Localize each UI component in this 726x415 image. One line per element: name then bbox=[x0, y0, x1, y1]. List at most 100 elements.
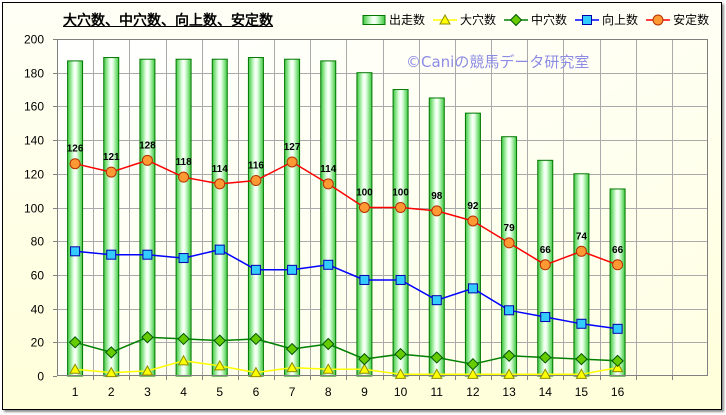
marker-improve-1 bbox=[70, 246, 81, 257]
data-label-stable-13: 79 bbox=[504, 223, 516, 234]
chart-title: 大穴数、中穴数、向上数、安定数 bbox=[63, 13, 273, 29]
marker-stable-2 bbox=[105, 166, 117, 178]
bar-starts-2 bbox=[103, 57, 120, 377]
marker-improve-13 bbox=[504, 305, 515, 316]
marker-midshot-5 bbox=[213, 334, 226, 347]
marker-longshot-9 bbox=[358, 363, 371, 374]
marker-midshot-10 bbox=[394, 347, 407, 361]
data-label-stable-1: 126 bbox=[67, 144, 84, 155]
marker-midshot-2 bbox=[105, 346, 118, 359]
data-label-stable-9: 100 bbox=[356, 188, 373, 199]
marker-stable-8 bbox=[322, 178, 334, 190]
legend-item-longshot: 大穴数 bbox=[433, 11, 496, 28]
marker-stable-6 bbox=[250, 175, 262, 187]
marker-longshot-10 bbox=[394, 368, 407, 379]
marker-improve-11 bbox=[431, 295, 442, 306]
y-tick-label: 80 bbox=[31, 235, 45, 249]
marker-midshot-6 bbox=[249, 332, 263, 346]
legend-item-improve: 向上数 bbox=[575, 11, 638, 28]
x-tick-label: 15 bbox=[575, 385, 589, 399]
marker-improve-3 bbox=[142, 249, 153, 260]
marker-improve-12 bbox=[467, 283, 478, 294]
marker-midshot-7 bbox=[285, 342, 299, 356]
marker-improve-10 bbox=[395, 274, 406, 285]
legend-label-improve: 向上数 bbox=[602, 13, 639, 27]
marker-improve-16 bbox=[612, 323, 623, 334]
marker-midshot-13 bbox=[502, 349, 516, 362]
legend-triangle-line-icon bbox=[433, 13, 458, 24]
marker-improve-6 bbox=[250, 264, 261, 275]
bar-starts-9 bbox=[356, 72, 373, 377]
x-tick-label: 9 bbox=[361, 385, 368, 399]
marker-longshot-1 bbox=[69, 363, 81, 374]
bar-starts-10 bbox=[392, 89, 409, 377]
legend-marker bbox=[652, 14, 664, 25]
x-tick-label: 10 bbox=[394, 385, 408, 399]
marker-improve-2 bbox=[106, 249, 117, 260]
marker-stable-9 bbox=[358, 202, 370, 213]
legend-bar-swatch bbox=[362, 14, 386, 25]
marker-longshot-2 bbox=[105, 366, 118, 378]
marker-longshot-5 bbox=[213, 359, 226, 371]
y-tick-label: 180 bbox=[24, 67, 44, 81]
marker-longshot-12 bbox=[467, 368, 479, 379]
marker-longshot-3 bbox=[141, 364, 154, 376]
bar-starts-11 bbox=[428, 97, 445, 377]
x-tick-label: 13 bbox=[502, 385, 516, 399]
legend-item-midshot: 中穴数 bbox=[504, 11, 567, 28]
marker-longshot-7 bbox=[286, 361, 298, 373]
marker-midshot-16 bbox=[611, 354, 624, 368]
marker-midshot-9 bbox=[358, 352, 371, 366]
legend-circle-line-icon bbox=[646, 14, 671, 25]
y-tick-label: 160 bbox=[24, 100, 44, 114]
bar-starts-15 bbox=[573, 173, 590, 377]
marker-longshot-13 bbox=[503, 368, 515, 379]
marker-midshot-3 bbox=[141, 331, 154, 344]
marker-stable-4 bbox=[178, 171, 190, 183]
y-tick-label: 20 bbox=[31, 336, 45, 350]
marker-improve-14 bbox=[540, 312, 551, 323]
x-tick-label: 16 bbox=[611, 385, 625, 399]
marker-longshot-11 bbox=[430, 368, 443, 379]
marker-improve-4 bbox=[178, 253, 189, 264]
legend-marker bbox=[509, 13, 523, 26]
marker-midshot-15 bbox=[575, 352, 588, 366]
bar-starts-8 bbox=[320, 60, 337, 377]
marker-longshot-16 bbox=[611, 361, 624, 373]
data-label-stable-11: 98 bbox=[431, 191, 443, 202]
bar-starts-16 bbox=[609, 188, 626, 377]
marker-improve-8 bbox=[323, 259, 334, 270]
bar-starts-6 bbox=[247, 57, 264, 377]
line-midshot bbox=[74, 336, 618, 365]
x-tick-label: 3 bbox=[144, 385, 151, 399]
marker-midshot-14 bbox=[539, 351, 552, 364]
marker-improve-9 bbox=[359, 274, 370, 285]
legend-marker bbox=[439, 13, 451, 24]
x-tick-label: 6 bbox=[253, 385, 260, 399]
bar-starts-7 bbox=[284, 58, 301, 377]
legend-label-stable: 安定数 bbox=[673, 13, 710, 27]
bar-starts-5 bbox=[211, 58, 228, 377]
y-tick-label: 100 bbox=[24, 202, 44, 216]
marker-stable-14 bbox=[539, 259, 551, 271]
marker-stable-12 bbox=[467, 215, 479, 227]
data-label-stable-15: 74 bbox=[576, 231, 588, 242]
x-tick-label: 7 bbox=[289, 385, 296, 399]
marker-stable-11 bbox=[431, 205, 443, 217]
y-tick-label: 0 bbox=[37, 370, 44, 384]
marker-improve-7 bbox=[287, 264, 298, 275]
data-label-stable-5: 114 bbox=[212, 164, 229, 175]
marker-longshot-15 bbox=[575, 368, 588, 379]
marker-improve-5 bbox=[214, 244, 225, 255]
x-tick-label: 1 bbox=[72, 385, 79, 399]
data-label-stable-8: 114 bbox=[320, 164, 337, 175]
x-tick-label: 8 bbox=[325, 385, 332, 399]
marker-midshot-11 bbox=[430, 351, 443, 364]
x-tick-label: 14 bbox=[539, 385, 553, 399]
marker-midshot-8 bbox=[322, 337, 335, 351]
legend-diamond-line-icon bbox=[504, 13, 529, 26]
legend-item-stable: 安定数 bbox=[646, 11, 709, 28]
y-tick-label: 140 bbox=[24, 134, 44, 148]
marker-stable-13 bbox=[503, 237, 515, 249]
x-tick-label: 12 bbox=[466, 385, 480, 399]
